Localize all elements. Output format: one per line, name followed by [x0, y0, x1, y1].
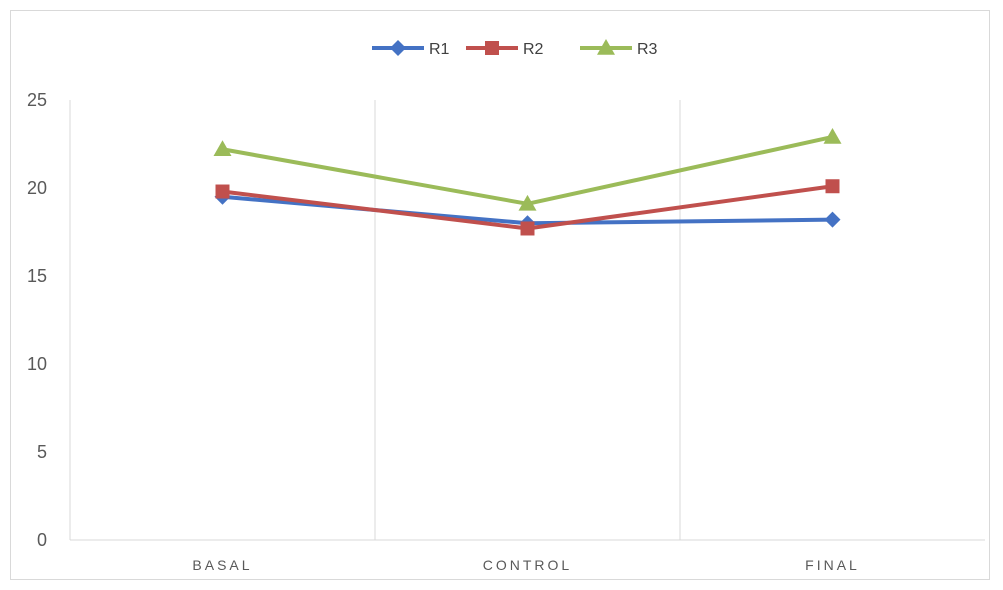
legend: R1 R2 R3	[372, 39, 658, 58]
gridlines	[374, 100, 681, 540]
legend-marker	[597, 39, 615, 55]
x-category-label: CONTROL	[483, 557, 572, 573]
y-tick-label: 25	[27, 90, 47, 110]
data-point-r2	[520, 221, 535, 236]
series-r3	[213, 127, 842, 211]
legend-label: R1	[429, 41, 450, 58]
legend-item-r1: R1	[372, 40, 450, 58]
series-layer	[213, 127, 842, 236]
legend-marker	[390, 40, 406, 56]
legend-marker	[485, 41, 499, 55]
y-tick-label: 20	[27, 178, 47, 198]
y-tick-label: 10	[27, 354, 47, 374]
data-point-r3	[823, 127, 842, 144]
legend-item-r2: R2	[466, 41, 544, 58]
axes	[69, 100, 985, 541]
data-point-r3	[518, 194, 537, 211]
x-category-label: FINAL	[805, 557, 860, 573]
data-point-r3	[213, 140, 232, 157]
y-tick-label: 0	[37, 530, 47, 550]
y-axis-ticks: 0 5 10 15 20 25	[27, 90, 47, 550]
series-r2	[215, 179, 840, 236]
chart-frame	[10, 10, 990, 580]
data-point-r2	[825, 179, 840, 194]
data-point-r1	[824, 211, 841, 228]
y-tick-label: 5	[37, 442, 47, 462]
series-line-r3	[222, 135, 833, 206]
x-category-label: BASAL	[192, 557, 252, 573]
y-tick-label: 15	[27, 266, 47, 286]
x-axis-categories: BASAL CONTROL FINAL	[192, 557, 860, 573]
legend-item-r3: R3	[580, 39, 658, 58]
legend-label: R2	[523, 41, 544, 58]
data-point-r2	[215, 184, 230, 199]
legend-label: R3	[637, 41, 658, 58]
